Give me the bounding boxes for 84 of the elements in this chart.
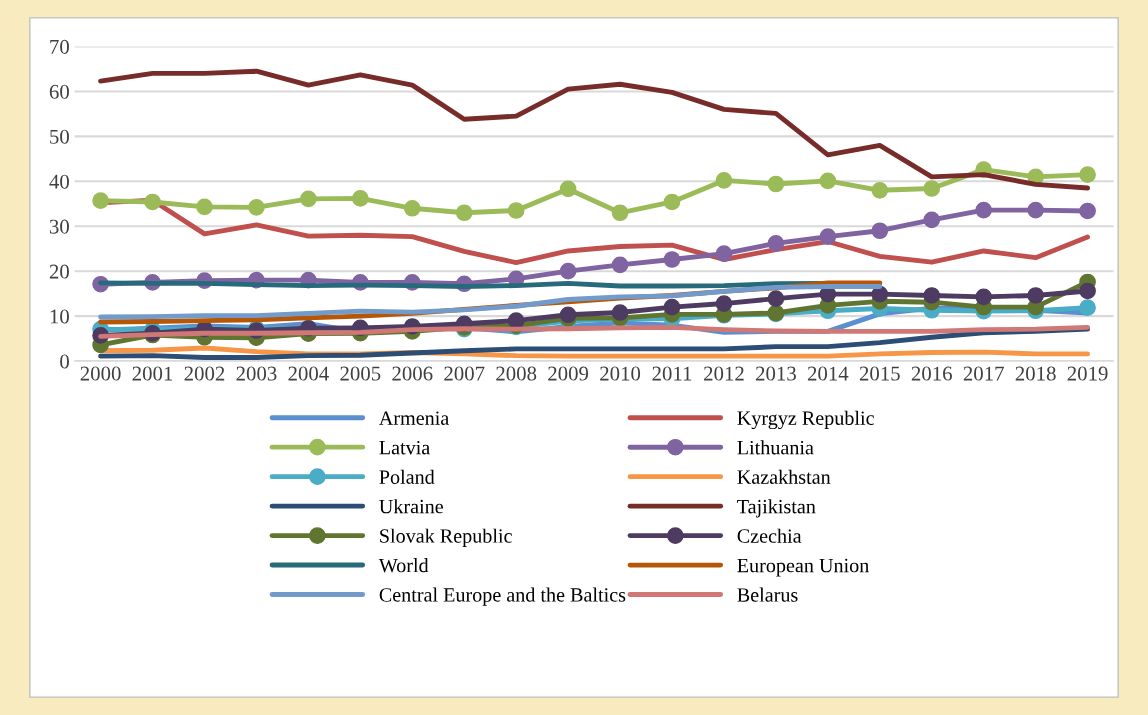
- legend-label: Belarus: [737, 587, 798, 602]
- x-tick-label: 2011: [652, 366, 692, 381]
- point: [92, 192, 109, 209]
- point: [196, 198, 213, 216]
- y-tick-label: 20: [49, 264, 69, 279]
- point: [923, 211, 941, 229]
- point: [663, 251, 681, 268]
- y-tick-label: 10: [50, 309, 69, 324]
- point: [1079, 282, 1096, 300]
- point: [767, 234, 785, 252]
- point: [923, 180, 941, 197]
- x-tick-label: 2000: [80, 366, 121, 381]
- x-tick-label: 2012: [704, 366, 744, 381]
- x-tick-label: 2002: [184, 366, 225, 381]
- x-tick-label: 2014: [807, 366, 849, 381]
- point: [923, 287, 941, 304]
- y-tick-label: 40: [49, 174, 69, 189]
- x-tick-label: 2016: [911, 366, 952, 381]
- legend-label: Ukraine: [379, 499, 443, 514]
- y-tick-label: 30: [49, 219, 69, 234]
- point: [559, 180, 577, 198]
- point: [351, 190, 369, 207]
- point: [715, 172, 733, 189]
- legend-label: World: [378, 558, 429, 573]
- point: [871, 222, 889, 240]
- point: [611, 304, 629, 321]
- line-series: [98, 68, 1091, 191]
- x-tick-label: 2001: [132, 366, 173, 381]
- point: [715, 295, 733, 312]
- point: [611, 256, 629, 274]
- x-tick-label: 2010: [600, 366, 641, 381]
- point: [715, 245, 733, 262]
- legend-label: Lithuania: [737, 440, 814, 455]
- point: [819, 172, 837, 190]
- x-tick-label: 2007: [444, 366, 485, 381]
- x-tick-label: 2017: [963, 366, 1004, 381]
- y-tick-label: 70: [50, 39, 69, 54]
- point: [767, 175, 785, 193]
- point: [663, 298, 681, 316]
- legend-label: European Union: [737, 558, 869, 577]
- legend-label: Central Europe and the Baltics: [379, 587, 626, 606]
- point: [611, 204, 629, 222]
- legend-label: Armenia: [379, 411, 449, 425]
- point: [455, 204, 473, 222]
- point: [300, 190, 317, 208]
- x-tick-label: 2015: [859, 366, 900, 381]
- y-tick-label: 50: [50, 129, 69, 144]
- point: [1079, 299, 1096, 316]
- point: [248, 199, 265, 216]
- x-tick-label: 2008: [496, 366, 537, 381]
- point: [1079, 202, 1096, 220]
- x-tick-label: 2005: [340, 366, 381, 381]
- legend-label: Tajikistan: [737, 499, 816, 518]
- point: [767, 290, 785, 307]
- x-tick-label: 2003: [236, 366, 277, 381]
- point: [1027, 287, 1044, 304]
- legend-label: Kyrgyz Republic: [737, 410, 874, 430]
- x-tick-label: 2019: [1067, 366, 1108, 381]
- y-tick-label: 60: [49, 84, 69, 99]
- point: [507, 312, 525, 329]
- legend-label: Slovak Republic: [380, 528, 512, 547]
- legend-label: Latvia: [379, 440, 430, 455]
- x-tick-label: 2009: [548, 366, 589, 381]
- legend-label: Czechia: [737, 528, 802, 543]
- point: [975, 288, 993, 306]
- point: [1079, 166, 1096, 183]
- x-tick-label: 2018: [1015, 366, 1056, 381]
- x-tick-label: 2013: [755, 366, 796, 381]
- point: [663, 193, 681, 211]
- point: [1027, 201, 1044, 219]
- line-series: [98, 326, 1091, 360]
- point: [559, 262, 577, 280]
- point: [871, 181, 889, 199]
- point: [507, 202, 525, 219]
- point: [975, 201, 993, 219]
- legend-label: Kazakhstan: [737, 469, 831, 484]
- legend-label: Poland: [379, 469, 435, 484]
- x-tick-label: 2004: [288, 366, 329, 381]
- y-tick-label: 0: [60, 354, 69, 369]
- point: [559, 306, 577, 324]
- point: [403, 199, 421, 217]
- point: [144, 193, 161, 211]
- point: [819, 228, 837, 245]
- x-tick-label: 2006: [392, 366, 433, 381]
